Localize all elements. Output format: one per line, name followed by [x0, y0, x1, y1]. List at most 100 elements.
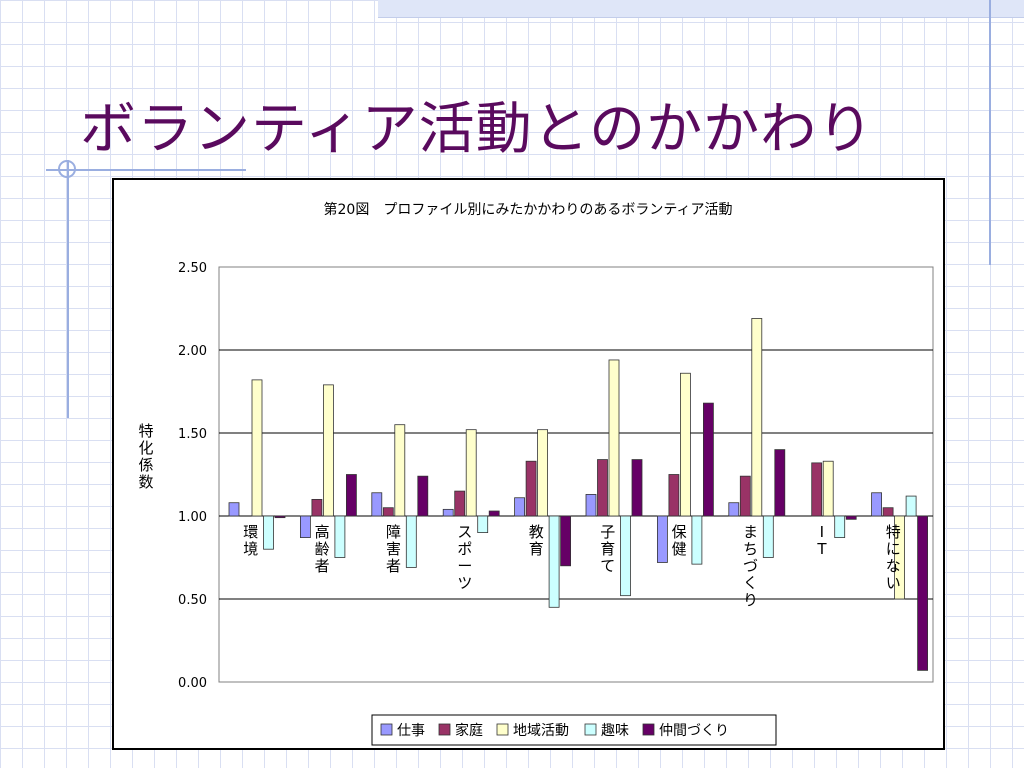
category-label-char: 健 [672, 540, 687, 558]
bar [882, 507, 894, 517]
bar [871, 492, 882, 517]
bar [311, 498, 323, 517]
bar [774, 449, 786, 517]
category-label-char: ス [457, 523, 472, 541]
slide-title: ボランティア活動とのかかわり [80, 97, 875, 162]
legend-label: 趣味 [601, 723, 629, 739]
bar [905, 495, 917, 517]
bar [251, 379, 263, 517]
bar [608, 359, 620, 517]
bar [322, 384, 334, 517]
bar [274, 515, 286, 519]
bar [917, 515, 928, 671]
bar [405, 515, 417, 568]
chart-frame: 第20図 プロファイル別にみたかかわりのあるボランティア活動 0.00 0.50 1.… [112, 178, 945, 750]
category-label-char: ツ [457, 574, 472, 592]
bar [442, 508, 454, 517]
category-label-char: 育 [600, 540, 615, 558]
category-label-char: 育 [529, 540, 544, 558]
legend-swatch [496, 723, 509, 736]
category-label-char: な [886, 557, 901, 575]
y-axis-label-char: 数 [138, 473, 153, 491]
bar [560, 515, 572, 567]
y-tick-label: 1.00 [178, 510, 207, 525]
bar [834, 515, 846, 538]
y-tick-label: 0.00 [178, 676, 207, 691]
bar [394, 424, 406, 517]
bar [751, 318, 763, 517]
category-label-char: づ [743, 557, 758, 575]
decorative-horizontal-line [46, 169, 246, 171]
category-label-char: に [886, 540, 901, 558]
category-label-char: T [816, 540, 827, 558]
bar [382, 507, 394, 517]
legend-label: 地域活動 [513, 723, 569, 739]
decorative-right-line [989, 0, 991, 265]
bar [371, 492, 383, 517]
legend-label: 仲間づくり [659, 723, 729, 739]
bar [548, 515, 560, 608]
legend-label: 家庭 [455, 722, 483, 739]
decorative-circle [58, 160, 76, 178]
bar [739, 475, 751, 517]
category-label-char: 子 [600, 523, 615, 541]
category-label-char: 者 [386, 557, 401, 575]
y-axis-label-char: 特 [138, 422, 153, 440]
chart-title: 第20図 プロファイル別にみたかかわりのあるボランティア活動 [324, 201, 733, 218]
bar [762, 515, 774, 558]
bar [894, 515, 905, 600]
bar [631, 459, 643, 517]
category-label-char: I [820, 523, 824, 541]
category-label-char: 障 [386, 523, 401, 541]
decorative-top-band [378, 0, 1024, 18]
bar [822, 460, 834, 517]
y-axis-label-char: 化 [138, 439, 153, 457]
bar [811, 462, 823, 517]
y-tick-label: 2.00 [178, 344, 207, 359]
y-tick-label: 0.50 [178, 593, 207, 608]
category-label-char: て [600, 557, 615, 575]
category-label-char: ポ [457, 540, 472, 558]
bar [680, 372, 691, 517]
category-label-char: 教 [529, 523, 544, 541]
bar [299, 515, 311, 538]
bar [345, 474, 357, 517]
bar [525, 460, 537, 517]
bar [334, 515, 346, 558]
bar [263, 515, 274, 550]
y-tick-label: 1.50 [178, 427, 207, 442]
bar [703, 402, 714, 517]
bar [477, 515, 489, 534]
category-label-char: 者 [315, 557, 330, 575]
category-label-char: 特 [886, 523, 901, 541]
bar [657, 515, 668, 563]
category-label-char: 環 [243, 523, 258, 541]
category-label-char: 境 [243, 540, 258, 558]
bar [620, 515, 631, 597]
bar [597, 459, 608, 517]
bar [691, 515, 703, 565]
category-label-char: ー [457, 557, 472, 575]
bar [585, 494, 597, 517]
legend-label: 仕事 [397, 723, 425, 739]
bar [537, 429, 549, 517]
bar [728, 502, 740, 517]
bar [488, 510, 500, 517]
category-label-char: 害 [386, 540, 401, 558]
y-tick-label: 2.50 [178, 261, 207, 276]
bar [454, 490, 466, 517]
category-label-char: い [886, 574, 901, 592]
category-label-char: ち [743, 540, 758, 558]
category-label-char: 保 [672, 523, 687, 541]
legend-swatch [438, 723, 451, 736]
legend-swatch [642, 723, 655, 736]
legend-swatch [584, 723, 597, 736]
bar [668, 474, 680, 517]
category-label-char: ま [743, 523, 758, 541]
category-label-char: 齢 [315, 540, 330, 558]
category-label-char: 高 [315, 523, 330, 541]
bar [417, 475, 429, 517]
bar [465, 429, 477, 517]
bar [845, 515, 857, 520]
bar [228, 502, 240, 517]
